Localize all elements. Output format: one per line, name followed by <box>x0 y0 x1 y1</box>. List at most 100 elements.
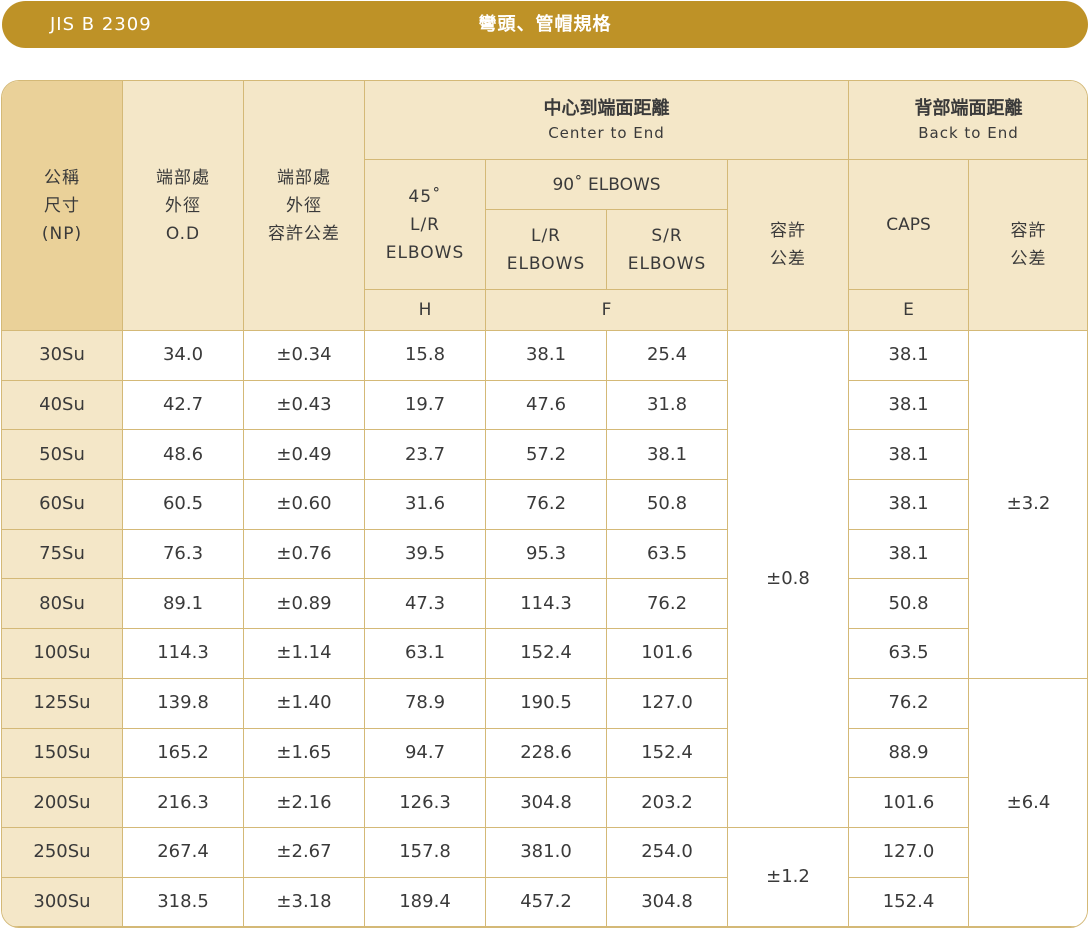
cell-od-tolerance: ±2.16 <box>243 777 365 828</box>
table-row: 250Su 267.4 ±2.67 157.8 381.0 254.0 ±1.2 127.0 <box>2 826 1087 927</box>
cell-90-lr: 228.6 <box>485 727 607 779</box>
cell-od-tolerance: ±0.34 <box>243 330 365 381</box>
cell-90-sr: 152.4 <box>606 727 728 779</box>
cell-od-tolerance: ±0.76 <box>243 528 365 580</box>
cell-np: 60Su <box>2 479 123 530</box>
cell-90-sr: 101.6 <box>606 628 728 679</box>
cell-45-lr: 126.3 <box>364 777 486 828</box>
table-row: 30Su 34.0 ±0.34 15.8 38.1 25.4 ±0.8 38.1 ±3.2 <box>2 330 1087 828</box>
cell-od-tolerance: ±3.18 <box>243 876 365 927</box>
cell-od-tolerance: ±1.40 <box>243 677 365 729</box>
cell-90-sr: 254.0 <box>606 826 728 878</box>
header-np: 公稱 尺寸 (NP) <box>2 81 123 331</box>
cell-caps: 50.8 <box>848 578 969 630</box>
cell-45-lr: 15.8 <box>364 330 486 381</box>
header-cte-tolerance: 容許 公差 <box>727 159 849 331</box>
cell-od-tolerance: ±0.60 <box>243 479 365 530</box>
cell-np: 125Su <box>2 677 123 729</box>
table-row: 50Su 48.6 ±0.49 23.7 57.2 38.1 38.1 <box>2 429 1087 481</box>
header-bte-tolerance: 容許 公差 <box>968 159 1087 331</box>
cell-90-lr: 38.1 <box>485 330 607 381</box>
cell-caps: 152.4 <box>848 876 969 927</box>
cell-90-sr: 203.2 <box>606 777 728 828</box>
cell-np: 250Su <box>2 826 123 878</box>
cell-cte-tolerance: ±1.2 <box>727 826 849 927</box>
cell-caps: 127.0 <box>848 826 969 878</box>
spec-table-container: 公稱 尺寸 (NP) 端部處 外徑 O.D 端部處 外徑 容許公差 中心到端面距… <box>1 80 1088 928</box>
header-od: 端部處 外徑 O.D <box>122 81 244 331</box>
cell-caps: 38.1 <box>848 429 969 481</box>
cell-od: 114.3 <box>122 628 244 679</box>
cell-od-tolerance: ±2.67 <box>243 826 365 878</box>
cell-90-lr: 381.0 <box>485 826 607 878</box>
header-90-lr-elbows: L/R ELBOWS <box>485 209 607 290</box>
cell-np: 40Su <box>2 379 123 431</box>
cell-90-sr: 31.8 <box>606 379 728 431</box>
cell-od: 139.8 <box>122 677 244 729</box>
cell-90-lr: 190.5 <box>485 677 607 729</box>
cell-45-lr: 189.4 <box>364 876 486 927</box>
table-row: 60Su 60.5 ±0.60 31.6 76.2 50.8 38.1 <box>2 479 1087 530</box>
spec-table: 公稱 尺寸 (NP) 端部處 外徑 O.D 端部處 外徑 容許公差 中心到端面距… <box>2 81 1087 927</box>
cell-90-sr: 304.8 <box>606 876 728 927</box>
cell-od: 216.3 <box>122 777 244 828</box>
cell-np: 300Su <box>2 876 123 927</box>
cell-45-lr: 78.9 <box>364 677 486 729</box>
cell-od: 318.5 <box>122 876 244 927</box>
cell-45-lr: 39.5 <box>364 528 486 580</box>
cell-od-tolerance: ±1.14 <box>243 628 365 679</box>
table-body: 30Su 34.0 ±0.34 15.8 38.1 25.4 ±0.8 38.1 ±3.2 40S… <box>2 330 1087 927</box>
cell-od: 60.5 <box>122 479 244 530</box>
header-f: F <box>485 289 728 331</box>
cell-90-lr: 114.3 <box>485 578 607 630</box>
table-row: 200Su 216.3 ±2.16 126.3 304.8 203.2 101.6 <box>2 777 1087 828</box>
cell-np: 150Su <box>2 727 123 779</box>
cell-45-lr: 31.6 <box>364 479 486 530</box>
cell-np: 80Su <box>2 578 123 630</box>
header-45-lr-elbows: 45˚ L/R ELBOWS <box>364 159 486 290</box>
cell-90-sr: 25.4 <box>606 330 728 381</box>
title-banner: JIS B 2309 彎頭、管帽規格 <box>2 1 1088 48</box>
cell-90-lr: 457.2 <box>485 876 607 927</box>
header-90-elbows: 90˚ ELBOWS <box>485 159 728 210</box>
cell-caps: 88.9 <box>848 727 969 779</box>
cell-bte-tolerance: ±3.2 <box>968 330 1087 679</box>
header-e: E <box>848 289 969 331</box>
cell-90-lr: 47.6 <box>485 379 607 431</box>
cell-90-sr: 127.0 <box>606 677 728 729</box>
banner-title: 彎頭、管帽規格 <box>478 14 612 35</box>
table-row: 150Su 165.2 ±1.65 94.7 228.6 152.4 88.9 <box>2 727 1087 779</box>
cell-caps: 101.6 <box>848 777 969 828</box>
cell-caps: 38.1 <box>848 479 969 530</box>
table-row: 100Su 114.3 ±1.14 63.1 152.4 101.6 63.5 <box>2 628 1087 679</box>
cell-45-lr: 47.3 <box>364 578 486 630</box>
table-row: 125Su 139.8 ±1.40 78.9 190.5 127.0 76.2 ±6.4 <box>2 677 1087 927</box>
table-row: 40Su 42.7 ±0.43 19.7 47.6 31.8 38.1 <box>2 379 1087 431</box>
cell-od-tolerance: ±0.49 <box>243 429 365 481</box>
cell-90-lr: 304.8 <box>485 777 607 828</box>
cell-bte-tolerance: ±6.4 <box>968 677 1087 927</box>
cell-caps: 38.1 <box>848 379 969 431</box>
cell-90-lr: 95.3 <box>485 528 607 580</box>
cell-od: 165.2 <box>122 727 244 779</box>
cell-np: 50Su <box>2 429 123 481</box>
cell-45-lr: 23.7 <box>364 429 486 481</box>
cell-od: 34.0 <box>122 330 244 381</box>
cell-od-tolerance: ±0.43 <box>243 379 365 431</box>
cell-90-lr: 152.4 <box>485 628 607 679</box>
cell-caps: 38.1 <box>848 330 969 381</box>
table-row: 75Su 76.3 ±0.76 39.5 95.3 63.5 38.1 <box>2 528 1087 580</box>
header-od-tolerance: 端部處 外徑 容許公差 <box>243 81 365 331</box>
cell-od: 48.6 <box>122 429 244 481</box>
cell-od: 42.7 <box>122 379 244 431</box>
header-caps: CAPS <box>848 159 969 290</box>
cell-45-lr: 94.7 <box>364 727 486 779</box>
cell-90-sr: 50.8 <box>606 479 728 530</box>
cell-np: 200Su <box>2 777 123 828</box>
cell-caps: 38.1 <box>848 528 969 580</box>
cell-cte-tolerance: ±0.8 <box>727 330 849 828</box>
cell-45-lr: 157.8 <box>364 826 486 878</box>
cell-od-tolerance: ±0.89 <box>243 578 365 630</box>
cell-90-lr: 76.2 <box>485 479 607 530</box>
cell-np: 30Su <box>2 330 123 381</box>
